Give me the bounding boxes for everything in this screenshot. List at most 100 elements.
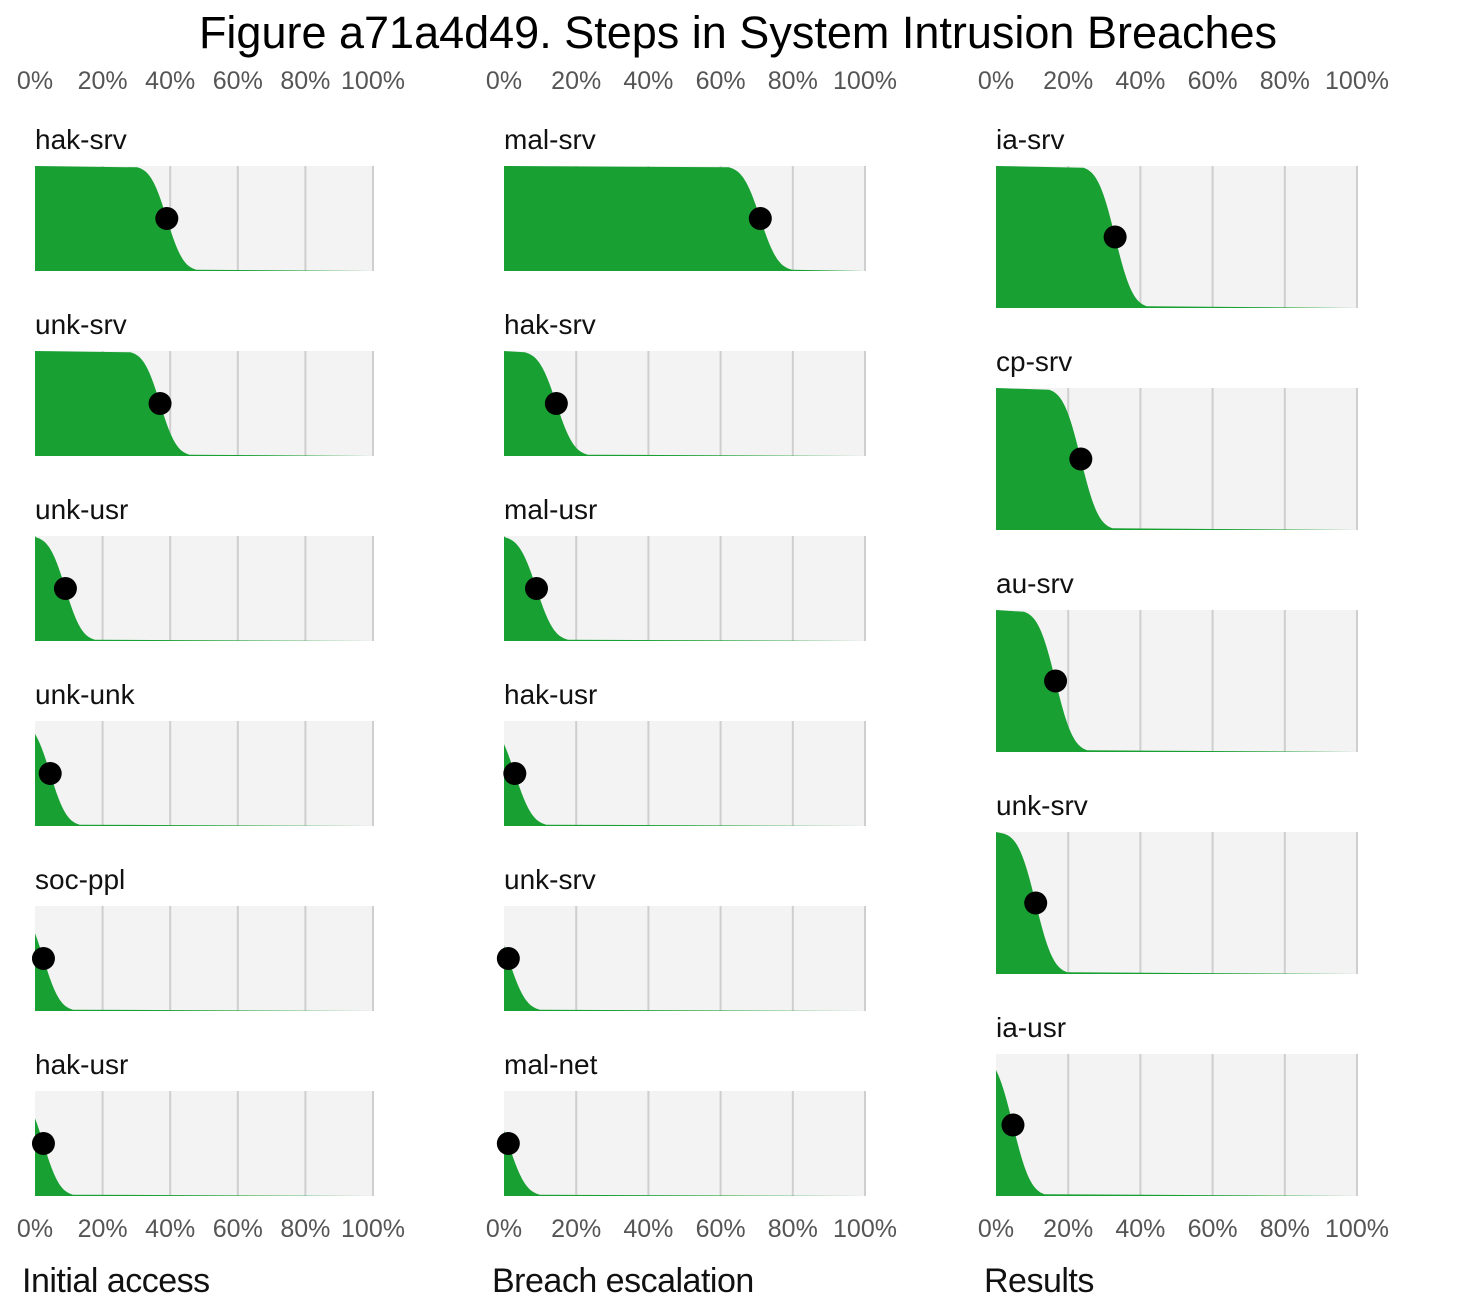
panel-background bbox=[35, 906, 373, 1011]
bottom-tick-label: 20% bbox=[1043, 1215, 1093, 1243]
top-tick-label: 80% bbox=[280, 67, 330, 95]
panel-hak-usr: hak-usr bbox=[503, 679, 866, 826]
top-tick-label: 20% bbox=[551, 67, 601, 95]
data-point bbox=[148, 392, 172, 415]
distribution-area bbox=[996, 610, 1357, 752]
panels: 0% 20% 40% 60% 80% 100% 0% 20% 40% 60% 80% 100% Init… bbox=[17, 67, 1389, 1299]
data-point bbox=[53, 577, 77, 600]
data-point bbox=[31, 947, 55, 970]
distribution-area bbox=[504, 351, 865, 456]
distribution-area bbox=[504, 536, 865, 641]
bottom-tick-label: 80% bbox=[768, 1215, 818, 1243]
panel-label: au-srv bbox=[996, 568, 1074, 599]
data-point bbox=[503, 762, 527, 785]
panel-unk-srv: unk-srv bbox=[996, 790, 1358, 974]
panel-ia-usr: ia-usr bbox=[996, 1012, 1358, 1196]
column-2: 0% 20% 40% 60% 80% 100% 0% 20% 40% 60% 80% 100% Brea… bbox=[486, 67, 897, 1299]
top-tick-label: 40% bbox=[623, 67, 673, 95]
panel-label: ia-srv bbox=[996, 124, 1064, 155]
panel-background bbox=[35, 1091, 373, 1196]
panel-unk-usr: unk-usr bbox=[35, 494, 374, 641]
bottom-tick-label: 80% bbox=[1260, 1215, 1310, 1243]
top-tick-label: 80% bbox=[1260, 67, 1310, 95]
top-tick-label: 60% bbox=[213, 67, 263, 95]
panel-label: hak-usr bbox=[35, 1049, 128, 1080]
bottom-tick-label: 20% bbox=[551, 1215, 601, 1243]
panel-label: unk-srv bbox=[35, 309, 127, 340]
data-point bbox=[38, 762, 62, 785]
bottom-tick-label: 40% bbox=[145, 1215, 195, 1243]
panel-label: mal-net bbox=[504, 1049, 598, 1080]
distribution-area bbox=[35, 536, 373, 641]
panel-au-srv: au-srv bbox=[996, 568, 1358, 752]
panel-background bbox=[504, 721, 865, 826]
top-tick-label: 60% bbox=[696, 67, 746, 95]
top-tick-label: 20% bbox=[1043, 67, 1093, 95]
panel-label: hak-srv bbox=[35, 124, 127, 155]
data-point bbox=[1044, 669, 1068, 693]
distribution-area bbox=[996, 832, 1357, 974]
panel-mal-srv: mal-srv bbox=[504, 124, 866, 271]
panel-label: hak-srv bbox=[504, 309, 596, 340]
top-tick-label: 40% bbox=[145, 67, 195, 95]
panel-label: mal-srv bbox=[504, 124, 596, 155]
top-tick-label: 0% bbox=[486, 67, 522, 95]
distribution-area bbox=[35, 351, 373, 456]
data-point bbox=[31, 1132, 55, 1155]
bottom-tick-label: 40% bbox=[623, 1215, 673, 1243]
data-point bbox=[496, 1132, 520, 1155]
top-tick-label: 100% bbox=[341, 67, 405, 95]
top-tick-label: 0% bbox=[17, 67, 53, 95]
top-tick-label: 100% bbox=[1325, 67, 1389, 95]
top-tick-label: 100% bbox=[833, 67, 897, 95]
bottom-tick-label: 0% bbox=[978, 1215, 1014, 1243]
panel-hak-srv: hak-srv bbox=[35, 124, 374, 271]
top-tick-label: 60% bbox=[1188, 67, 1238, 95]
bottom-tick-label: 0% bbox=[486, 1215, 522, 1243]
data-point bbox=[1001, 1113, 1025, 1137]
panel-background bbox=[504, 906, 865, 1011]
panel-hak-srv: hak-srv bbox=[504, 309, 866, 456]
chart-title: Figure a71a4d49. Steps in System Intrusi… bbox=[199, 7, 1277, 58]
panel-label: cp-srv bbox=[996, 346, 1072, 377]
bottom-tick-label: 60% bbox=[1188, 1215, 1238, 1243]
panel-unk-srv: unk-srv bbox=[35, 309, 374, 456]
panel-unk-unk: unk-unk bbox=[35, 679, 374, 826]
panel-label: mal-usr bbox=[504, 494, 597, 525]
bottom-tick-label: 60% bbox=[213, 1215, 263, 1243]
top-tick-label: 0% bbox=[978, 67, 1014, 95]
column-label: Breach escalation bbox=[492, 1262, 754, 1299]
column-1: 0% 20% 40% 60% 80% 100% 0% 20% 40% 60% 80% 100% Init… bbox=[17, 67, 405, 1299]
data-point bbox=[155, 207, 179, 230]
panel-mal-net: mal-net bbox=[496, 1049, 866, 1196]
panel-background bbox=[996, 1054, 1357, 1196]
panel-background bbox=[504, 1091, 865, 1196]
top-tick-label: 80% bbox=[768, 67, 818, 95]
bottom-tick-label: 40% bbox=[1115, 1215, 1165, 1243]
bottom-tick-label: 100% bbox=[833, 1215, 897, 1243]
distribution-area bbox=[35, 166, 373, 271]
bottom-tick-label: 60% bbox=[696, 1215, 746, 1243]
bottom-tick-label: 100% bbox=[341, 1215, 405, 1243]
column-label: Results bbox=[984, 1262, 1094, 1299]
distribution-area bbox=[504, 166, 865, 271]
bottom-tick-label: 0% bbox=[17, 1215, 53, 1243]
panel-label: unk-srv bbox=[996, 790, 1088, 821]
panel-label: soc-ppl bbox=[35, 864, 125, 895]
top-tick-label: 20% bbox=[78, 67, 128, 95]
panel-background bbox=[996, 832, 1357, 974]
data-point bbox=[1024, 891, 1048, 915]
data-point bbox=[1069, 447, 1093, 471]
panel-ia-srv: ia-srv bbox=[996, 124, 1358, 308]
data-point bbox=[748, 207, 772, 230]
distribution-area bbox=[996, 388, 1357, 530]
panel-label: unk-srv bbox=[504, 864, 596, 895]
column-label: Initial access bbox=[22, 1262, 210, 1299]
distribution-area bbox=[996, 166, 1357, 308]
panel-label: unk-unk bbox=[35, 679, 136, 710]
top-tick-label: 40% bbox=[1115, 67, 1165, 95]
data-point bbox=[524, 577, 548, 600]
panel-label: ia-usr bbox=[996, 1012, 1066, 1043]
column-3: 0% 20% 40% 60% 80% 100% 0% 20% 40% 60% 80% 100% Resu… bbox=[978, 67, 1389, 1299]
